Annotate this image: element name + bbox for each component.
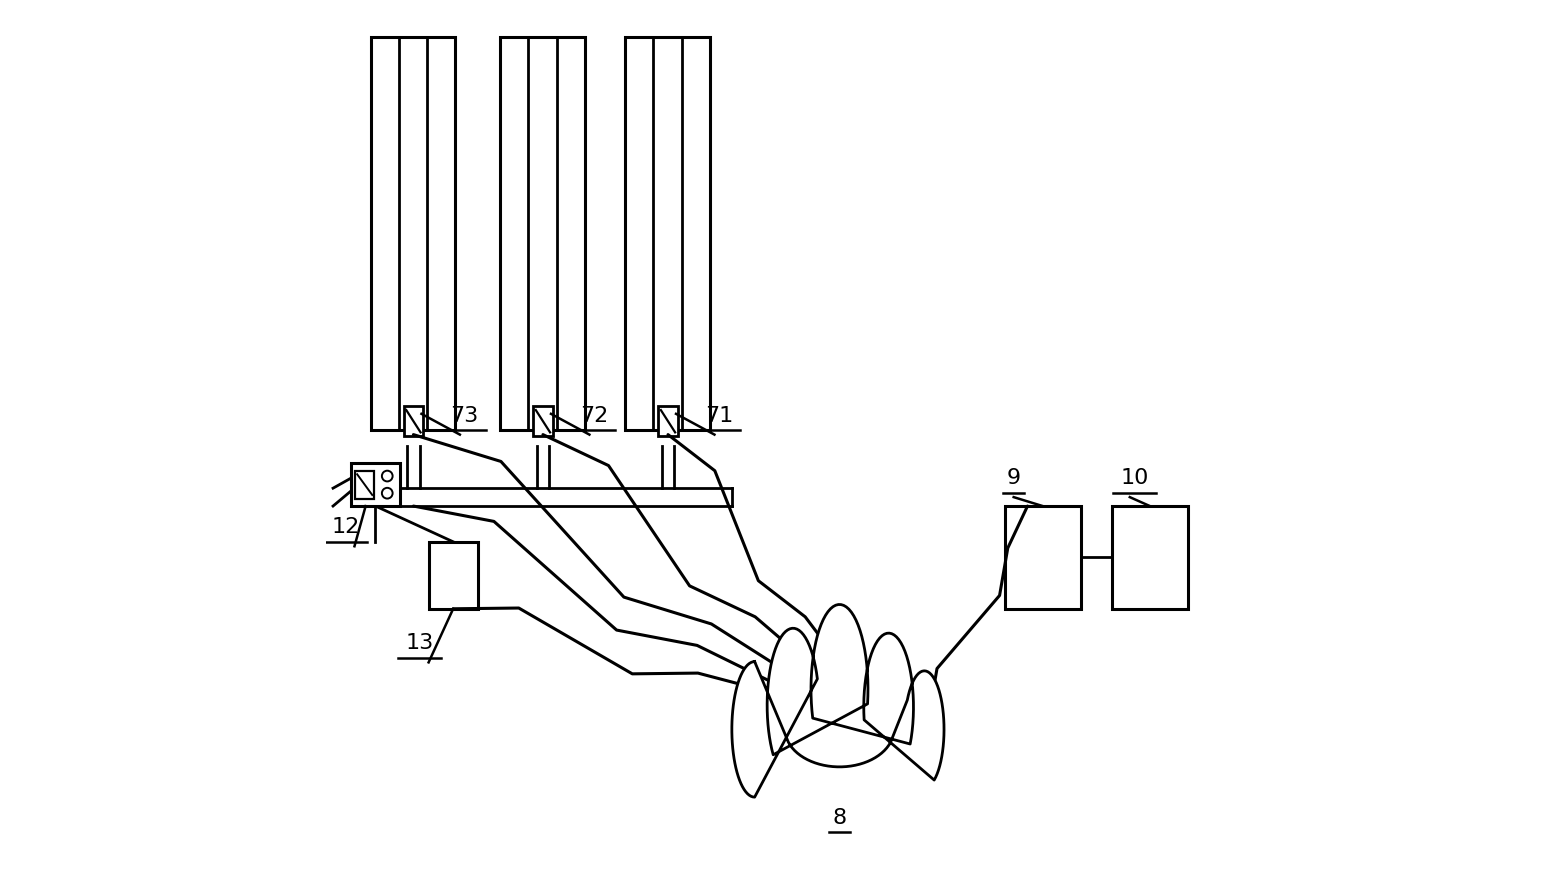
Text: 10: 10: [1120, 469, 1148, 488]
Text: 9: 9: [1007, 469, 1021, 488]
Bar: [428, 542, 477, 608]
Bar: [355, 470, 374, 498]
Text: 71: 71: [705, 406, 732, 426]
Polygon shape: [732, 605, 944, 797]
Text: 72: 72: [579, 406, 609, 426]
Bar: [658, 407, 678, 436]
Bar: [501, 37, 586, 430]
Bar: [1112, 506, 1188, 608]
Bar: [1004, 506, 1080, 608]
Bar: [351, 463, 400, 506]
Bar: [371, 37, 456, 430]
Text: 8: 8: [833, 807, 847, 828]
Bar: [626, 37, 711, 430]
Text: 13: 13: [405, 633, 434, 653]
Text: 73: 73: [450, 406, 479, 426]
Text: 12: 12: [332, 517, 360, 538]
Bar: [533, 407, 553, 436]
Bar: [403, 407, 423, 436]
